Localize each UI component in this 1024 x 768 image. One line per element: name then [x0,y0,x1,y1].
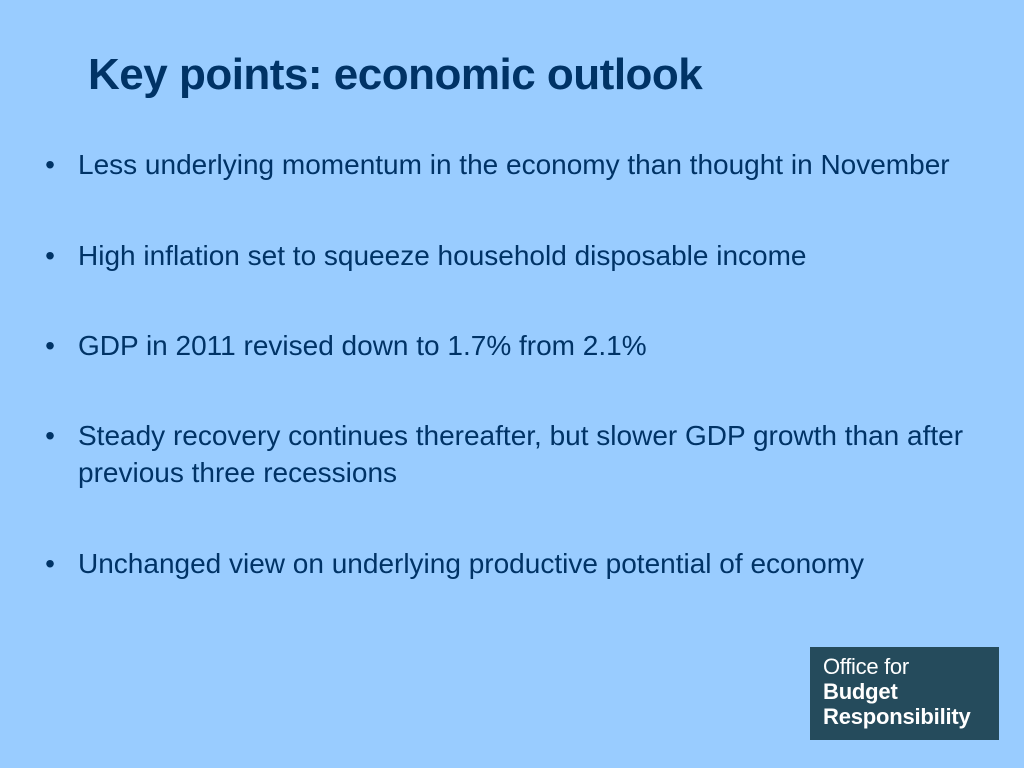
logo-line-responsibility: Responsibility [823,704,971,729]
bullet-item-productive-potential: • Unchanged view on underlying productiv… [40,545,980,582]
bullet-item-inflation: • High inflation set to squeeze househol… [40,237,980,274]
logo-line-budget: Budget [823,679,898,704]
bullet-marker: • [45,330,55,361]
bullet-text: Less underlying momentum in the economy … [78,149,950,180]
bullet-marker: • [45,420,55,451]
bullet-marker: • [45,548,55,579]
bullet-item-momentum: • Less underlying momentum in the econom… [40,146,980,183]
bullet-marker: • [45,149,55,180]
bullet-text: Unchanged view on underlying productive … [78,548,865,579]
bullet-list: • Less underlying momentum in the econom… [40,146,980,582]
bullet-item-recovery: • Steady recovery continues thereafter, … [40,417,980,491]
bullet-text: Steady recovery continues thereafter, bu… [78,420,964,488]
bullet-text: GDP in 2011 revised down to 1.7% from 2.… [78,330,647,361]
slide-title: Key points: economic outlook [88,50,703,99]
obr-logo: Office for Budget Responsibility [810,647,999,740]
bullet-marker: • [45,240,55,271]
bullet-item-gdp-revision: • GDP in 2011 revised down to 1.7% from … [40,327,980,364]
bullet-text: High inflation set to squeeze household … [78,240,807,271]
logo-line-office-for: Office for [823,654,909,679]
